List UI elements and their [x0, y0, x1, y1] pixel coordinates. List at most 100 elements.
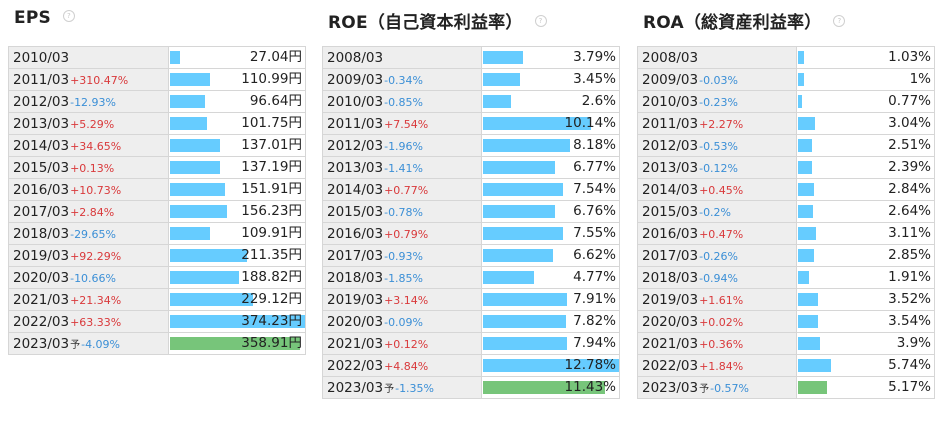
table-row: 2016/03+0.47% 3.11%: [637, 222, 936, 245]
table-row: 2021/03+0.36% 3.9%: [637, 332, 936, 355]
value-cell: 358.91円: [167, 332, 307, 355]
value-cell: 156.23円: [167, 200, 307, 223]
table-row: 2012/03-0.53% 2.51%: [637, 134, 936, 157]
help-icon[interactable]: ?: [534, 15, 547, 27]
fiscal-year: 2008/03: [327, 49, 384, 66]
year-cell: 2011/03+7.54%: [322, 112, 482, 135]
value-bar: [797, 271, 809, 284]
yoy-change: +3.14%: [384, 293, 429, 307]
table-row: 2023/03予-4.09% 358.91円: [8, 332, 307, 355]
year-cell: 2015/03-0.2%: [637, 200, 797, 223]
value-bar: [482, 293, 567, 306]
metric-value: 5.17%: [888, 379, 931, 395]
forecast-mark: 予: [70, 339, 81, 351]
metric-value: 3.04%: [888, 115, 931, 131]
value-bar: [482, 337, 567, 350]
value-cell: 3.04%: [795, 112, 936, 135]
metric-value: 6.76%: [573, 203, 616, 219]
table-row: 2012/03-12.93% 96.64円: [8, 90, 307, 113]
eps-title-text: EPS: [14, 8, 51, 28]
fiscal-year: 2020/03: [13, 269, 70, 286]
value-cell: 4.77%: [480, 266, 621, 289]
metric-value: 3.11%: [888, 225, 931, 241]
table-row: 2009/03-0.03% 1%: [637, 68, 936, 91]
metric-value: 137.01円: [241, 137, 302, 153]
fiscal-year: 2015/03: [642, 203, 699, 220]
fiscal-year: 2010/03: [13, 49, 70, 66]
year-cell: 2023/03予-0.57%: [637, 376, 797, 399]
forecast-value-bar: [169, 337, 300, 350]
value-bar: [169, 227, 210, 240]
metric-value: 2.6%: [581, 93, 616, 109]
fiscal-year: 2011/03: [327, 115, 384, 132]
yoy-change: +5.29%: [70, 117, 115, 131]
year-cell: 2014/03+34.65%: [8, 134, 169, 157]
year-cell: 2020/03-0.09%: [322, 310, 482, 333]
metric-value: 10.14%: [564, 115, 616, 131]
yoy-change: -1.35%: [395, 381, 435, 395]
fiscal-year: 2018/03: [13, 225, 70, 242]
yoy-change: -0.2%: [699, 205, 732, 219]
yoy-change: +63.33%: [70, 315, 122, 329]
year-cell: 2018/03-29.65%: [8, 222, 169, 245]
year-cell: 2011/03+2.27%: [637, 112, 797, 135]
value-bar: [482, 95, 511, 108]
metric-value: 11.43%: [564, 379, 616, 395]
yoy-change: +0.47%: [699, 227, 744, 241]
year-cell: 2023/03予-4.09%: [8, 332, 169, 355]
yoy-change: -0.26%: [699, 249, 739, 263]
value-bar: [797, 183, 814, 196]
yoy-change: +10.73%: [70, 183, 122, 197]
table-row: 2018/03-1.85% 4.77%: [322, 266, 621, 289]
help-icon[interactable]: ?: [833, 15, 846, 27]
year-cell: 2012/03-1.96%: [322, 134, 482, 157]
metric-value: 3.54%: [888, 313, 931, 329]
metric-value: 7.94%: [573, 335, 616, 351]
table-row: 2014/03+34.65% 137.01円: [8, 134, 307, 157]
value-cell: 2.85%: [795, 244, 936, 267]
value-cell: 229.12円: [167, 288, 307, 311]
year-cell: 2012/03-0.53%: [637, 134, 797, 157]
fiscal-year: 2022/03: [13, 313, 70, 330]
eps-table: 2010/03 27.04円 2011/03+310.47% 110.99円 2012/…: [8, 46, 307, 355]
year-cell: 2019/03+1.61%: [637, 288, 797, 311]
value-bar: [482, 271, 534, 284]
table-row: 2015/03+0.13% 137.19円: [8, 156, 307, 179]
metric-value: 6.62%: [573, 247, 616, 263]
metric-value: 151.91円: [241, 181, 302, 197]
fiscal-year: 2020/03: [642, 313, 699, 330]
yoy-change: -0.53%: [699, 139, 739, 153]
value-bar: [482, 359, 619, 372]
metric-value: 2.39%: [888, 159, 931, 175]
fiscal-year: 2017/03: [327, 247, 384, 264]
roe-table: 2008/03 3.79% 2009/03-0.34% 3.45% 2010/03-0.…: [322, 46, 621, 399]
help-icon[interactable]: ?: [62, 10, 75, 22]
yoy-change: +2.27%: [699, 117, 744, 131]
value-cell: 0.77%: [795, 90, 936, 113]
value-cell: 110.99円: [167, 68, 307, 91]
year-cell: 2021/03+0.12%: [322, 332, 482, 355]
table-row: 2011/03+7.54% 10.14%: [322, 112, 621, 135]
fiscal-year: 2011/03: [642, 115, 699, 132]
table-row: 2013/03-0.12% 2.39%: [637, 156, 936, 179]
roa-title: ROA（総資産利益率）?: [643, 8, 846, 33]
value-cell: 6.76%: [480, 200, 621, 223]
table-row: 2020/03+0.02% 3.54%: [637, 310, 936, 333]
year-cell: 2008/03: [322, 46, 482, 69]
value-bar: [797, 51, 804, 64]
value-bar: [797, 95, 802, 108]
fiscal-year: 2013/03: [642, 159, 699, 176]
value-bar: [169, 293, 253, 306]
year-cell: 2015/03-0.78%: [322, 200, 482, 223]
value-bar: [797, 117, 815, 130]
metric-value: 2.85%: [888, 247, 931, 263]
yoy-change: +310.47%: [70, 73, 129, 87]
yoy-change: -1.41%: [384, 161, 424, 175]
metric-value: 7.82%: [573, 313, 616, 329]
yoy-change: -0.23%: [699, 95, 739, 109]
value-bar: [797, 205, 813, 218]
value-bar: [169, 51, 180, 64]
yoy-change: -0.09%: [384, 315, 424, 329]
eps-title: EPS?: [14, 8, 75, 28]
year-cell: 2017/03-0.26%: [637, 244, 797, 267]
